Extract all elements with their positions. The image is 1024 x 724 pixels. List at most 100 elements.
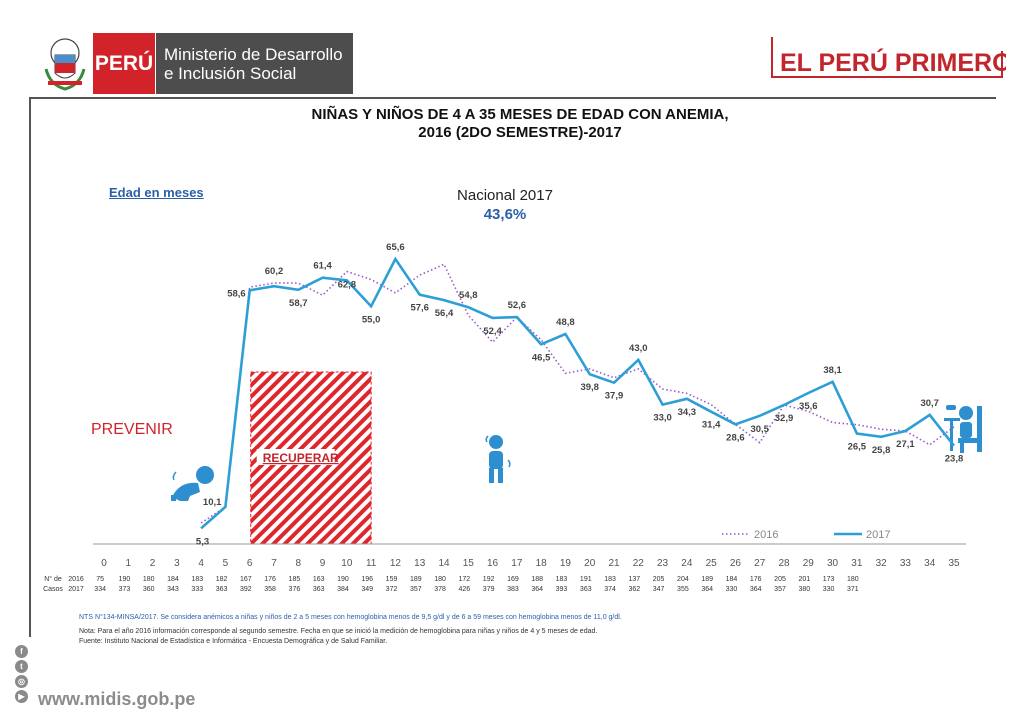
cases-cell-2016: 183 [604, 575, 616, 583]
cases-row-2016: N° de 2016 75 190 180 184 183 182 167 176 185 163… [42, 574, 865, 584]
data-label: 30,5 [750, 424, 769, 435]
country-name: PERÚ [94, 51, 154, 75]
x-tick-label: 26 [730, 558, 742, 569]
cases-label: N° de [44, 575, 62, 583]
cases-cell-2017: 330 [725, 585, 738, 593]
youtube-icon[interactable]: ▶ [15, 690, 28, 703]
website-link[interactable]: www.midis.gob.pe [38, 689, 196, 709]
cases-cell-2017: 343 [167, 585, 179, 593]
cases-cell-2016: 180 [434, 575, 446, 583]
cases-cell-2016: 192 [482, 575, 495, 583]
series-line-2017 [200, 256, 956, 530]
cases-cell-2016: 190 [118, 575, 131, 583]
x-tick-label: 12 [390, 558, 402, 569]
cases-cell-2016: 163 [312, 575, 325, 583]
x-tick-label: 6 [247, 558, 253, 569]
footnote-2: Nota: Para el año 2016 información corre… [79, 628, 598, 635]
cases-cell-2017: 378 [434, 585, 446, 593]
cases-cell-2017: 355 [677, 585, 689, 593]
recuperar-label: RECUPERAR [263, 451, 339, 465]
cases-cell-2016: 159 [385, 575, 398, 583]
x-tick-label: 16 [487, 558, 499, 569]
x-tick-label: 33 [900, 558, 912, 569]
data-label: 37,9 [605, 391, 624, 402]
cases-cell-2016: 201 [798, 575, 811, 583]
cases-cell-2017: 364 [749, 585, 762, 593]
cases-cell-2016: 167 [239, 575, 252, 583]
cases-cell-2017: 333 [191, 585, 204, 593]
cases-cell-2017: 364 [701, 585, 714, 593]
data-label: 27,1 [896, 439, 915, 450]
x-tick-label: 24 [681, 558, 693, 569]
x-tick-label: 3 [174, 558, 180, 569]
cases-cell-2017: 349 [361, 585, 374, 593]
data-label: 58,7 [289, 298, 308, 309]
cases-cell-2016: 184 [167, 575, 179, 583]
data-label: 26,5 [848, 442, 867, 453]
legend-label-2017: 2017 [866, 529, 890, 541]
cases-cell-2017: 393 [555, 585, 568, 593]
left-divider [29, 97, 31, 637]
brand-logo: EL PERÚ PRIMERO [771, 37, 1006, 78]
cases-cell-2017: 384 [337, 585, 349, 593]
ministry-line-1: Ministerio de Desarrollo [164, 44, 343, 64]
cases-label-2: Casos [43, 585, 63, 593]
data-label: 43,0 [629, 343, 648, 354]
cases-cell-2017: 371 [847, 585, 859, 593]
peru-shield-icon [44, 38, 86, 91]
cases-cell-2016: 185 [288, 575, 301, 583]
x-tick-label: 30 [827, 558, 839, 569]
cases-cell-2016: 191 [579, 575, 592, 583]
cases-cell-2016: 205 [774, 575, 786, 583]
cases-cell-2017: 426 [458, 585, 471, 593]
x-tick-label: 28 [778, 558, 790, 569]
x-tick-label: 20 [584, 558, 596, 569]
twitter-icon[interactable]: t [15, 660, 28, 673]
facebook-icon[interactable]: f [15, 645, 28, 658]
cases-cell-2017: 362 [628, 585, 641, 593]
cases-cell-2016: 184 [725, 575, 738, 583]
legend-label-2016: 2016 [754, 529, 778, 541]
chart-title: NIÑAS Y NIÑOS DE 4 A 35 MESES DE EDAD CO… [200, 106, 840, 142]
footnote-1: NTS N°134-MINSA/2017. Se considera anémi… [79, 614, 622, 621]
national-value: 43,6% [483, 206, 527, 223]
cases-cell-2016: 188 [531, 575, 544, 583]
recuperar-label-bg [256, 449, 335, 465]
cases-cell-2016: 196 [361, 575, 374, 583]
cases-cell-2017: 363 [312, 585, 325, 593]
footnotes: NTS N°134-MINSA/2017. Se considera anémi… [79, 613, 979, 647]
data-label: 54,8 [459, 290, 478, 301]
cases-grid: N° de 2016 75 190 180 184 183 182 167 176 185 163… [42, 574, 865, 594]
year-label-2017: 2017 [68, 585, 84, 593]
x-tick-label: 7 [271, 558, 277, 569]
cases-cell-2017: 358 [264, 585, 276, 593]
data-label: 39,8 [580, 382, 599, 393]
chart-title-line-1: NIÑAS Y NIÑOS DE 4 A 35 MESES DE EDAD CO… [311, 106, 729, 123]
year-label-2016: 2016 [68, 575, 84, 583]
cases-cell-2016: 176 [264, 575, 276, 583]
instagram-icon[interactable]: ◎ [15, 675, 28, 688]
data-label: 56,4 [435, 308, 454, 319]
data-label: 57,6 [410, 303, 429, 314]
cases-cell-2016: 182 [215, 575, 228, 583]
x-tick-label: 23 [657, 558, 669, 569]
data-label: 25,8 [872, 445, 891, 456]
cases-cell-2016: 189 [409, 575, 422, 583]
cases-cell-2017: 380 [798, 585, 811, 593]
data-label: 31,4 [702, 420, 721, 431]
data-label: 33,0 [653, 413, 672, 424]
cases-cell-2017: 376 [288, 585, 301, 593]
x-tick-label: 19 [560, 558, 572, 569]
data-label: 60,2 [265, 266, 284, 277]
cases-cell-2016: 137 [628, 575, 641, 583]
data-label: 35,6 [799, 401, 818, 412]
cases-cell-2017: 383 [507, 585, 519, 593]
x-tick-label: 0 [101, 558, 107, 569]
data-label: 10,1 [203, 497, 222, 508]
data-label: 46,5 [532, 352, 551, 363]
x-tick-label: 15 [463, 558, 475, 569]
cases-cell-2016: 190 [337, 575, 349, 583]
prevenir-label: PREVENIR [91, 421, 173, 438]
cases-cell-2016: 173 [822, 575, 835, 583]
cases-cell-2016: 169 [507, 575, 519, 583]
